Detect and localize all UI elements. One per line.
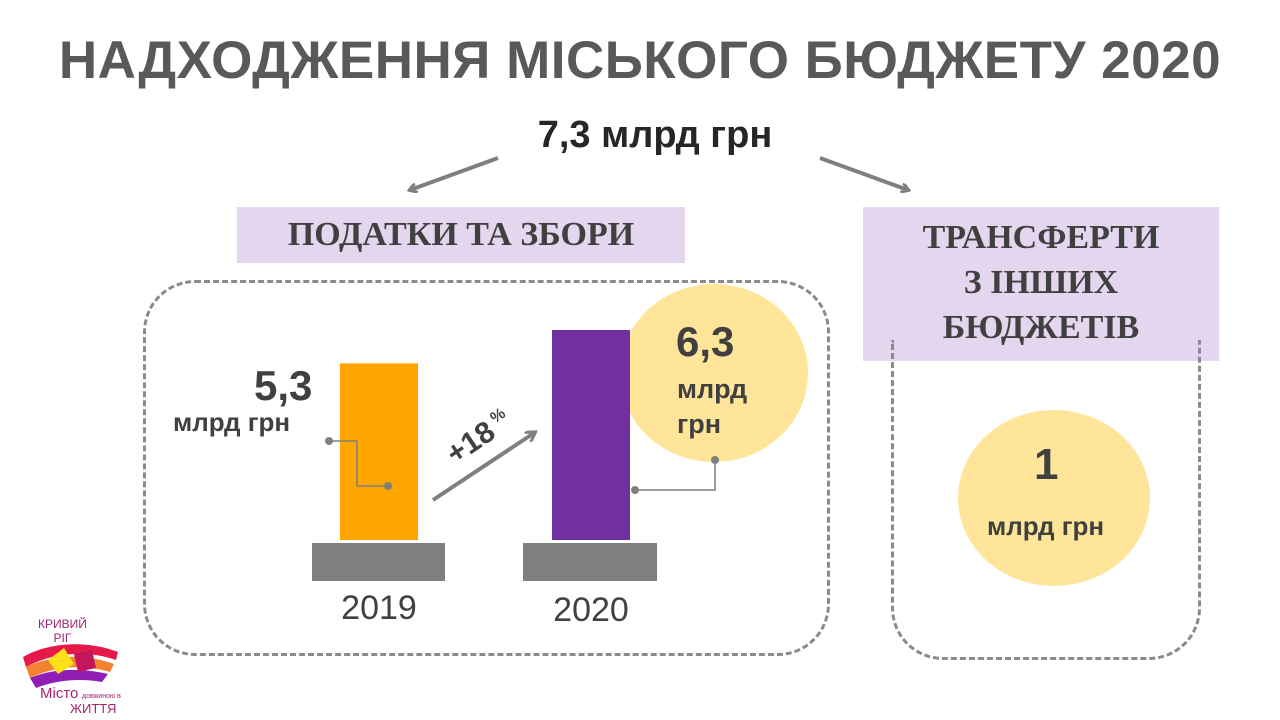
logo-line-4: довжиною в (82, 693, 121, 700)
value-unit-2020: млрд грн (677, 372, 777, 442)
value-unit-2019: млрд грн (173, 407, 290, 438)
logo-swoosh-5 (74, 650, 96, 672)
bar-base-2019 (312, 543, 445, 581)
leader-dot-2019-b (384, 482, 392, 490)
value-unit-2020-part-2: грн (677, 407, 777, 442)
bar-2020 (552, 330, 630, 540)
leader-dot-2019-a (325, 437, 333, 445)
transfers-value: 1 (1034, 440, 1058, 490)
category-label-2020: 2020 (553, 591, 629, 629)
growth-label: +18 % (440, 404, 517, 471)
transfers-unit: млрд грн (987, 511, 1104, 542)
bar-2019 (340, 363, 418, 540)
category-label-2019: 2019 (341, 589, 417, 627)
logo-text-bottom: Місто довжиною в ЖИТТЯ (40, 688, 121, 715)
logo-line-3: Місто (40, 685, 78, 702)
logo-line-2: РІГ (38, 631, 87, 645)
leader-line-2020 (635, 461, 715, 490)
leader-dot-2020-b (711, 456, 719, 464)
value-label-2020: 6,3 (676, 318, 734, 366)
leader-dot-2020-a (631, 486, 639, 494)
bar-base-2020 (523, 543, 657, 581)
logo-text-top: КРИВИЙ РІГ (38, 617, 87, 645)
logo-line-5: ЖИТТЯ (70, 701, 116, 716)
value-label-2019: 5,3 (254, 362, 312, 410)
logo-line-1: КРИВИЙ (38, 617, 87, 631)
value-unit-2020-part-1: млрд (677, 372, 777, 407)
growth-percent: % (487, 405, 508, 427)
